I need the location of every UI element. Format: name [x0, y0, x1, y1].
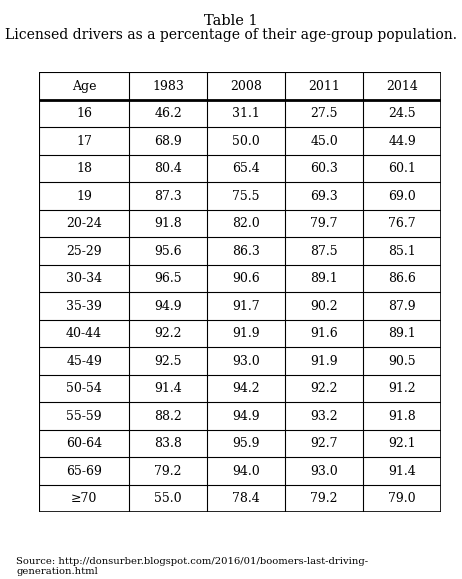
Text: 68.9: 68.9 [154, 135, 182, 148]
Text: Age: Age [72, 80, 97, 93]
Text: 69.3: 69.3 [310, 190, 338, 203]
Text: 95.6: 95.6 [154, 245, 182, 258]
Text: 94.0: 94.0 [232, 465, 260, 478]
Text: 90.6: 90.6 [232, 272, 260, 285]
Text: 83.8: 83.8 [154, 437, 182, 450]
Text: 46.2: 46.2 [154, 107, 182, 120]
Text: 94.9: 94.9 [154, 300, 182, 313]
Text: 76.7: 76.7 [389, 217, 416, 230]
Text: 87.5: 87.5 [310, 245, 338, 258]
Text: 91.4: 91.4 [154, 382, 182, 395]
Text: 27.5: 27.5 [310, 107, 338, 120]
Text: 78.4: 78.4 [232, 492, 260, 505]
Text: 95.9: 95.9 [232, 437, 260, 450]
Text: Source: http://donsurber.blogspot.com/2016/01/boomers-last-driving-
generation.h: Source: http://donsurber.blogspot.com/20… [16, 556, 368, 576]
Text: 2011: 2011 [308, 80, 340, 93]
Text: Table 1: Table 1 [204, 14, 258, 28]
Text: 86.3: 86.3 [232, 245, 260, 258]
Text: 92.1: 92.1 [389, 437, 416, 450]
Text: 79.2: 79.2 [310, 492, 338, 505]
Text: 87.9: 87.9 [389, 300, 416, 313]
Text: ≥70: ≥70 [71, 492, 97, 505]
Text: 91.6: 91.6 [310, 327, 338, 340]
Text: 2014: 2014 [386, 80, 418, 93]
Text: 89.1: 89.1 [310, 272, 338, 285]
Text: 91.7: 91.7 [232, 300, 260, 313]
Text: 93.0: 93.0 [310, 465, 338, 478]
Text: 55.0: 55.0 [154, 492, 182, 505]
Text: 92.5: 92.5 [154, 355, 182, 368]
Text: 50.0: 50.0 [232, 135, 260, 148]
Text: 45.0: 45.0 [310, 135, 338, 148]
Text: 91.9: 91.9 [310, 355, 338, 368]
Text: 79.7: 79.7 [310, 217, 338, 230]
Text: 94.9: 94.9 [232, 410, 260, 423]
Text: 25-29: 25-29 [67, 245, 102, 258]
Text: 91.2: 91.2 [389, 382, 416, 395]
Text: 91.8: 91.8 [389, 410, 416, 423]
Text: 17: 17 [76, 135, 92, 148]
Text: 96.5: 96.5 [154, 272, 182, 285]
Text: 79.0: 79.0 [389, 492, 416, 505]
Text: 90.2: 90.2 [310, 300, 338, 313]
Text: 24.5: 24.5 [389, 107, 416, 120]
Text: 94.2: 94.2 [232, 382, 260, 395]
Text: 86.6: 86.6 [388, 272, 416, 285]
Text: 65-69: 65-69 [66, 465, 102, 478]
Text: 45-49: 45-49 [66, 355, 102, 368]
Text: 93.2: 93.2 [310, 410, 338, 423]
Text: 16: 16 [76, 107, 92, 120]
Text: 91.8: 91.8 [154, 217, 182, 230]
Text: 79.2: 79.2 [154, 465, 182, 478]
Text: 93.0: 93.0 [232, 355, 260, 368]
Text: 40-44: 40-44 [66, 327, 102, 340]
Text: 87.3: 87.3 [154, 190, 182, 203]
Text: 92.2: 92.2 [154, 327, 182, 340]
Text: 82.0: 82.0 [232, 217, 260, 230]
Text: 44.9: 44.9 [389, 135, 416, 148]
Text: 92.2: 92.2 [310, 382, 338, 395]
Text: 60.3: 60.3 [310, 162, 338, 175]
Text: 2008: 2008 [230, 80, 262, 93]
Text: Licensed drivers as a percentage of their age-group population.: Licensed drivers as a percentage of thei… [5, 28, 457, 42]
Text: 91.4: 91.4 [389, 465, 416, 478]
Text: 60-64: 60-64 [66, 437, 102, 450]
Text: 85.1: 85.1 [389, 245, 416, 258]
Text: 20-24: 20-24 [66, 217, 102, 230]
Text: 90.5: 90.5 [389, 355, 416, 368]
Text: 80.4: 80.4 [154, 162, 182, 175]
Text: 35-39: 35-39 [66, 300, 102, 313]
Text: 60.1: 60.1 [388, 162, 416, 175]
Text: 55-59: 55-59 [67, 410, 102, 423]
Text: 89.1: 89.1 [389, 327, 416, 340]
Text: 50-54: 50-54 [66, 382, 102, 395]
Text: 19: 19 [76, 190, 92, 203]
Text: 65.4: 65.4 [232, 162, 260, 175]
Text: 92.7: 92.7 [310, 437, 338, 450]
Text: 31.1: 31.1 [232, 107, 260, 120]
Text: 18: 18 [76, 162, 92, 175]
Text: 30-34: 30-34 [66, 272, 102, 285]
Text: 1983: 1983 [152, 80, 184, 93]
Text: 91.9: 91.9 [232, 327, 260, 340]
Text: 75.5: 75.5 [232, 190, 260, 203]
Text: 88.2: 88.2 [154, 410, 182, 423]
Text: 69.0: 69.0 [389, 190, 416, 203]
